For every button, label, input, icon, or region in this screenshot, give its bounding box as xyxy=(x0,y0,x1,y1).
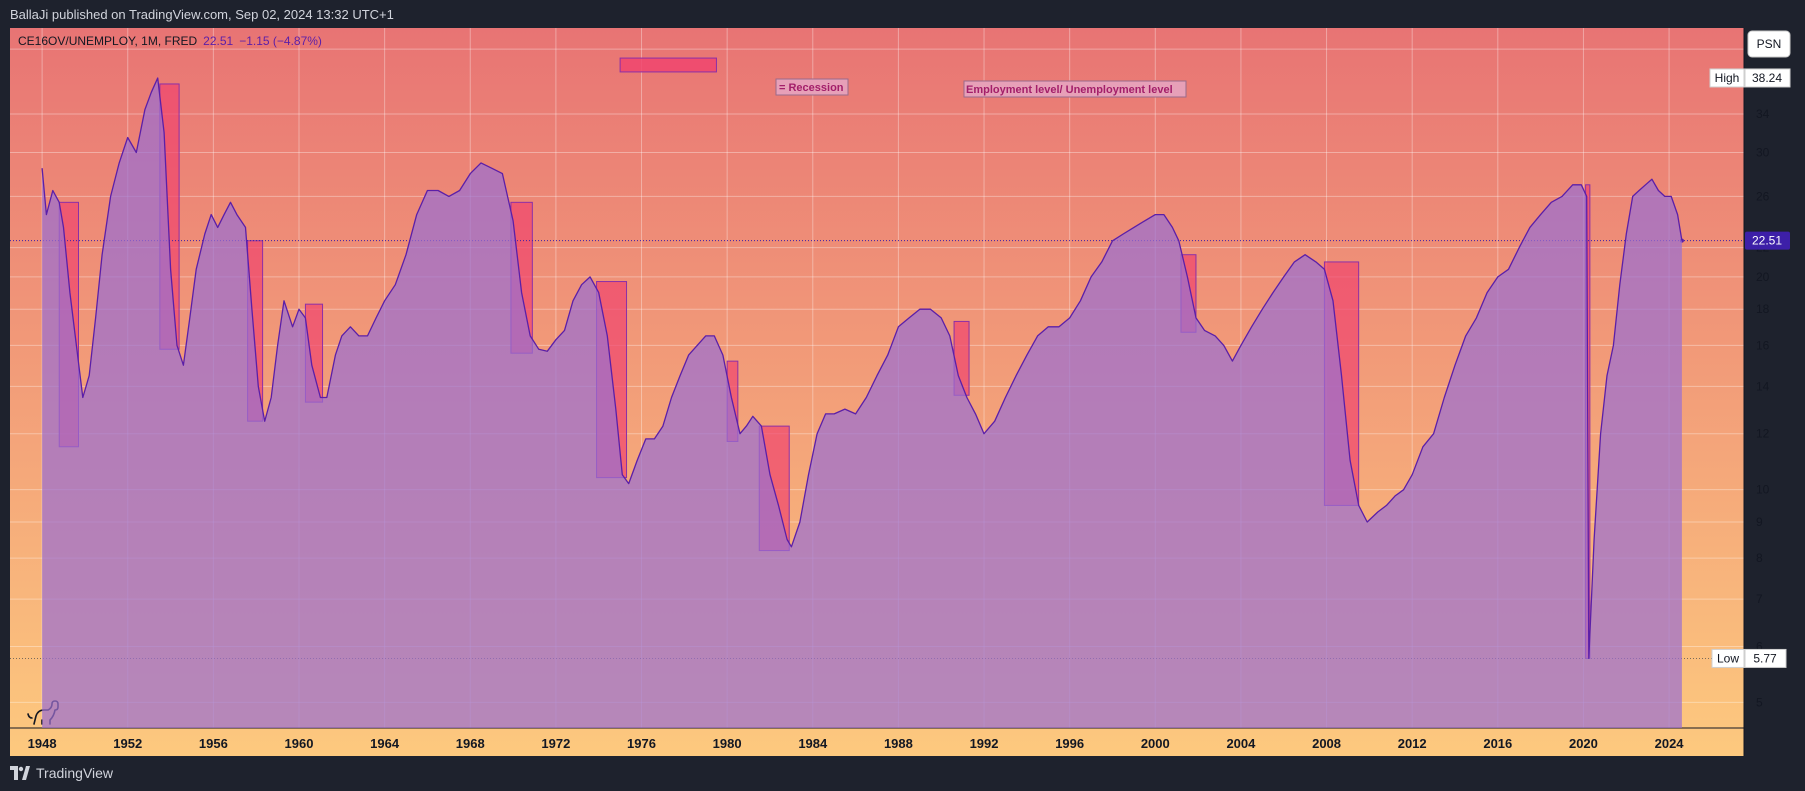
bottom-bar: TradingView xyxy=(0,756,1805,791)
x-tick-label: 2008 xyxy=(1312,736,1341,751)
y-tick-label: 6 xyxy=(1756,639,1763,653)
psn-button-label[interactable]: PSN xyxy=(1757,37,1782,51)
last-value: 22.51 xyxy=(203,34,234,48)
change-value: −1.15 (−4.87%) xyxy=(239,34,322,48)
series-area xyxy=(42,78,1682,728)
x-tick-label: 2020 xyxy=(1569,736,1598,751)
symbol-legend: CE16OV/UNEMPLOY, 1M, FRED 22.51 −1.15 (−4.… xyxy=(18,34,322,48)
x-tick-label: 1956 xyxy=(199,736,228,751)
psn-button xyxy=(1747,30,1791,58)
y-tick-label: 20 xyxy=(1756,270,1770,284)
x-tick-label: 2024 xyxy=(1655,736,1685,751)
x-tick-label: 1984 xyxy=(798,736,828,751)
low-tag-label: Low xyxy=(1717,651,1739,665)
high-tag-value-box xyxy=(1744,68,1791,88)
recession-legend-swatch xyxy=(619,57,717,73)
low-tag-label-box xyxy=(1711,648,1745,668)
y-axis: 567891012141618202226303442 xyxy=(1743,28,1770,756)
y-tick-label: 16 xyxy=(1756,338,1770,352)
x-tick-label: 2016 xyxy=(1483,736,1512,751)
y-tick-label: 9 xyxy=(1756,515,1763,529)
x-tick-label: 1952 xyxy=(113,736,142,751)
high-tag-label: High xyxy=(1715,71,1740,85)
x-tick-label: 1980 xyxy=(713,736,742,751)
last-price-tag: 22.51 xyxy=(1752,234,1782,248)
low-tag-value: 5.77 xyxy=(1753,651,1777,665)
x-tick-label: 1988 xyxy=(884,736,913,751)
x-tick-label: 1992 xyxy=(970,736,999,751)
x-tick-label: 1948 xyxy=(28,736,57,751)
y-tick-label: 12 xyxy=(1756,427,1770,441)
chart-title-box xyxy=(963,80,1187,98)
y-tick-label: 5 xyxy=(1756,695,1763,709)
published-info: BallaJi published on TradingView.com, Se… xyxy=(10,7,394,22)
last-price-tag-box xyxy=(1745,231,1790,250)
y-tick-label: 18 xyxy=(1756,302,1770,316)
x-tick-label: 2004 xyxy=(1226,736,1256,751)
y-tick-label: 34 xyxy=(1756,107,1770,121)
high-tag-value: 38.24 xyxy=(1752,71,1782,85)
chart-title: Employment level/ Unemployment level xyxy=(966,84,1173,96)
y-tick-label: 14 xyxy=(1756,379,1770,393)
x-tick-label: 2012 xyxy=(1398,736,1427,751)
x-tick-label: 1996 xyxy=(1055,736,1084,751)
low-tag-value-box xyxy=(1744,648,1787,668)
y-tick-label: 30 xyxy=(1756,145,1770,159)
x-tick-label: 2000 xyxy=(1141,736,1170,751)
recession-legend-label-box xyxy=(775,78,849,96)
y-tick-label: 8 xyxy=(1756,551,1763,565)
tradingview-brand[interactable]: TradingView xyxy=(10,765,113,781)
x-tick-label: 1964 xyxy=(370,736,400,751)
y-tick-label: 10 xyxy=(1756,483,1770,497)
top-bar: BallaJi published on TradingView.com, Se… xyxy=(0,0,1805,28)
x-tick-label: 1972 xyxy=(541,736,570,751)
tradingview-logo-icon xyxy=(10,766,30,780)
series xyxy=(41,77,1683,728)
recession-legend-label: = Recession xyxy=(779,82,844,94)
x-tick-label: 1976 xyxy=(627,736,656,751)
x-tick-label: 1960 xyxy=(285,736,314,751)
series-line xyxy=(41,77,1683,660)
price-tags: PSN High 38.24 22.51 Low 5.77 xyxy=(1709,30,1791,668)
tradingview-brand-label: TradingView xyxy=(36,765,114,781)
x-tick-label: 1968 xyxy=(456,736,485,751)
y-tick-label: 26 xyxy=(1756,189,1770,203)
high-tag-label-box xyxy=(1709,68,1745,88)
symbol-label[interactable]: CE16OV/UNEMPLOY, 1M, FRED xyxy=(18,34,198,48)
y-tick-label: 7 xyxy=(1756,592,1763,606)
